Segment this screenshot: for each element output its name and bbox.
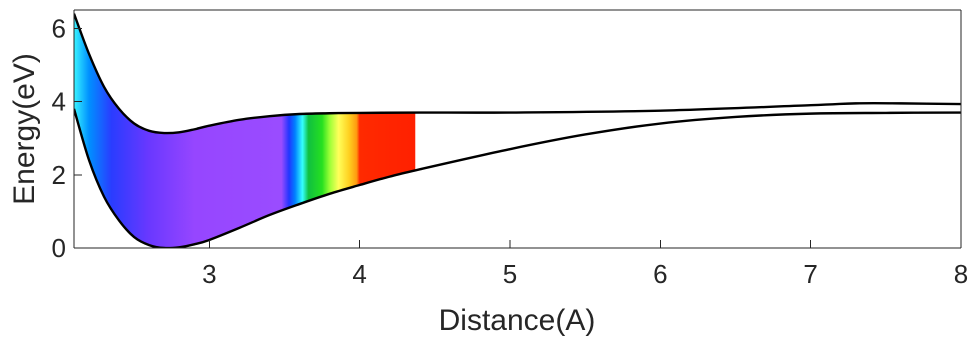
x-tick-label: 6 (653, 259, 667, 289)
x-tick-label: 8 (954, 259, 968, 289)
x-tick-label: 3 (202, 259, 216, 289)
upper-energy-curve (74, 13, 961, 135)
x-tick-label: 5 (503, 259, 517, 289)
x-tick-label: 7 (803, 259, 817, 289)
y-tick-label: 2 (52, 160, 66, 190)
lower-energy-curve (74, 108, 961, 248)
y-tick-label: 0 (52, 233, 66, 263)
axes-box (73, 9, 962, 249)
x-axis-title: Distance(A) (439, 304, 596, 337)
y-tick-label: 4 (52, 87, 66, 117)
colored-band-fill (74, 13, 416, 248)
y-axis-ticks: 0 2 4 6 (52, 13, 82, 263)
x-axis-ticks: 3 4 5 6 7 8 (202, 240, 968, 289)
y-tick-label: 6 (52, 13, 66, 43)
plot-area (74, 13, 961, 248)
x-tick-label: 4 (352, 259, 366, 289)
y-axis-title: Energy(eV) (8, 53, 41, 205)
